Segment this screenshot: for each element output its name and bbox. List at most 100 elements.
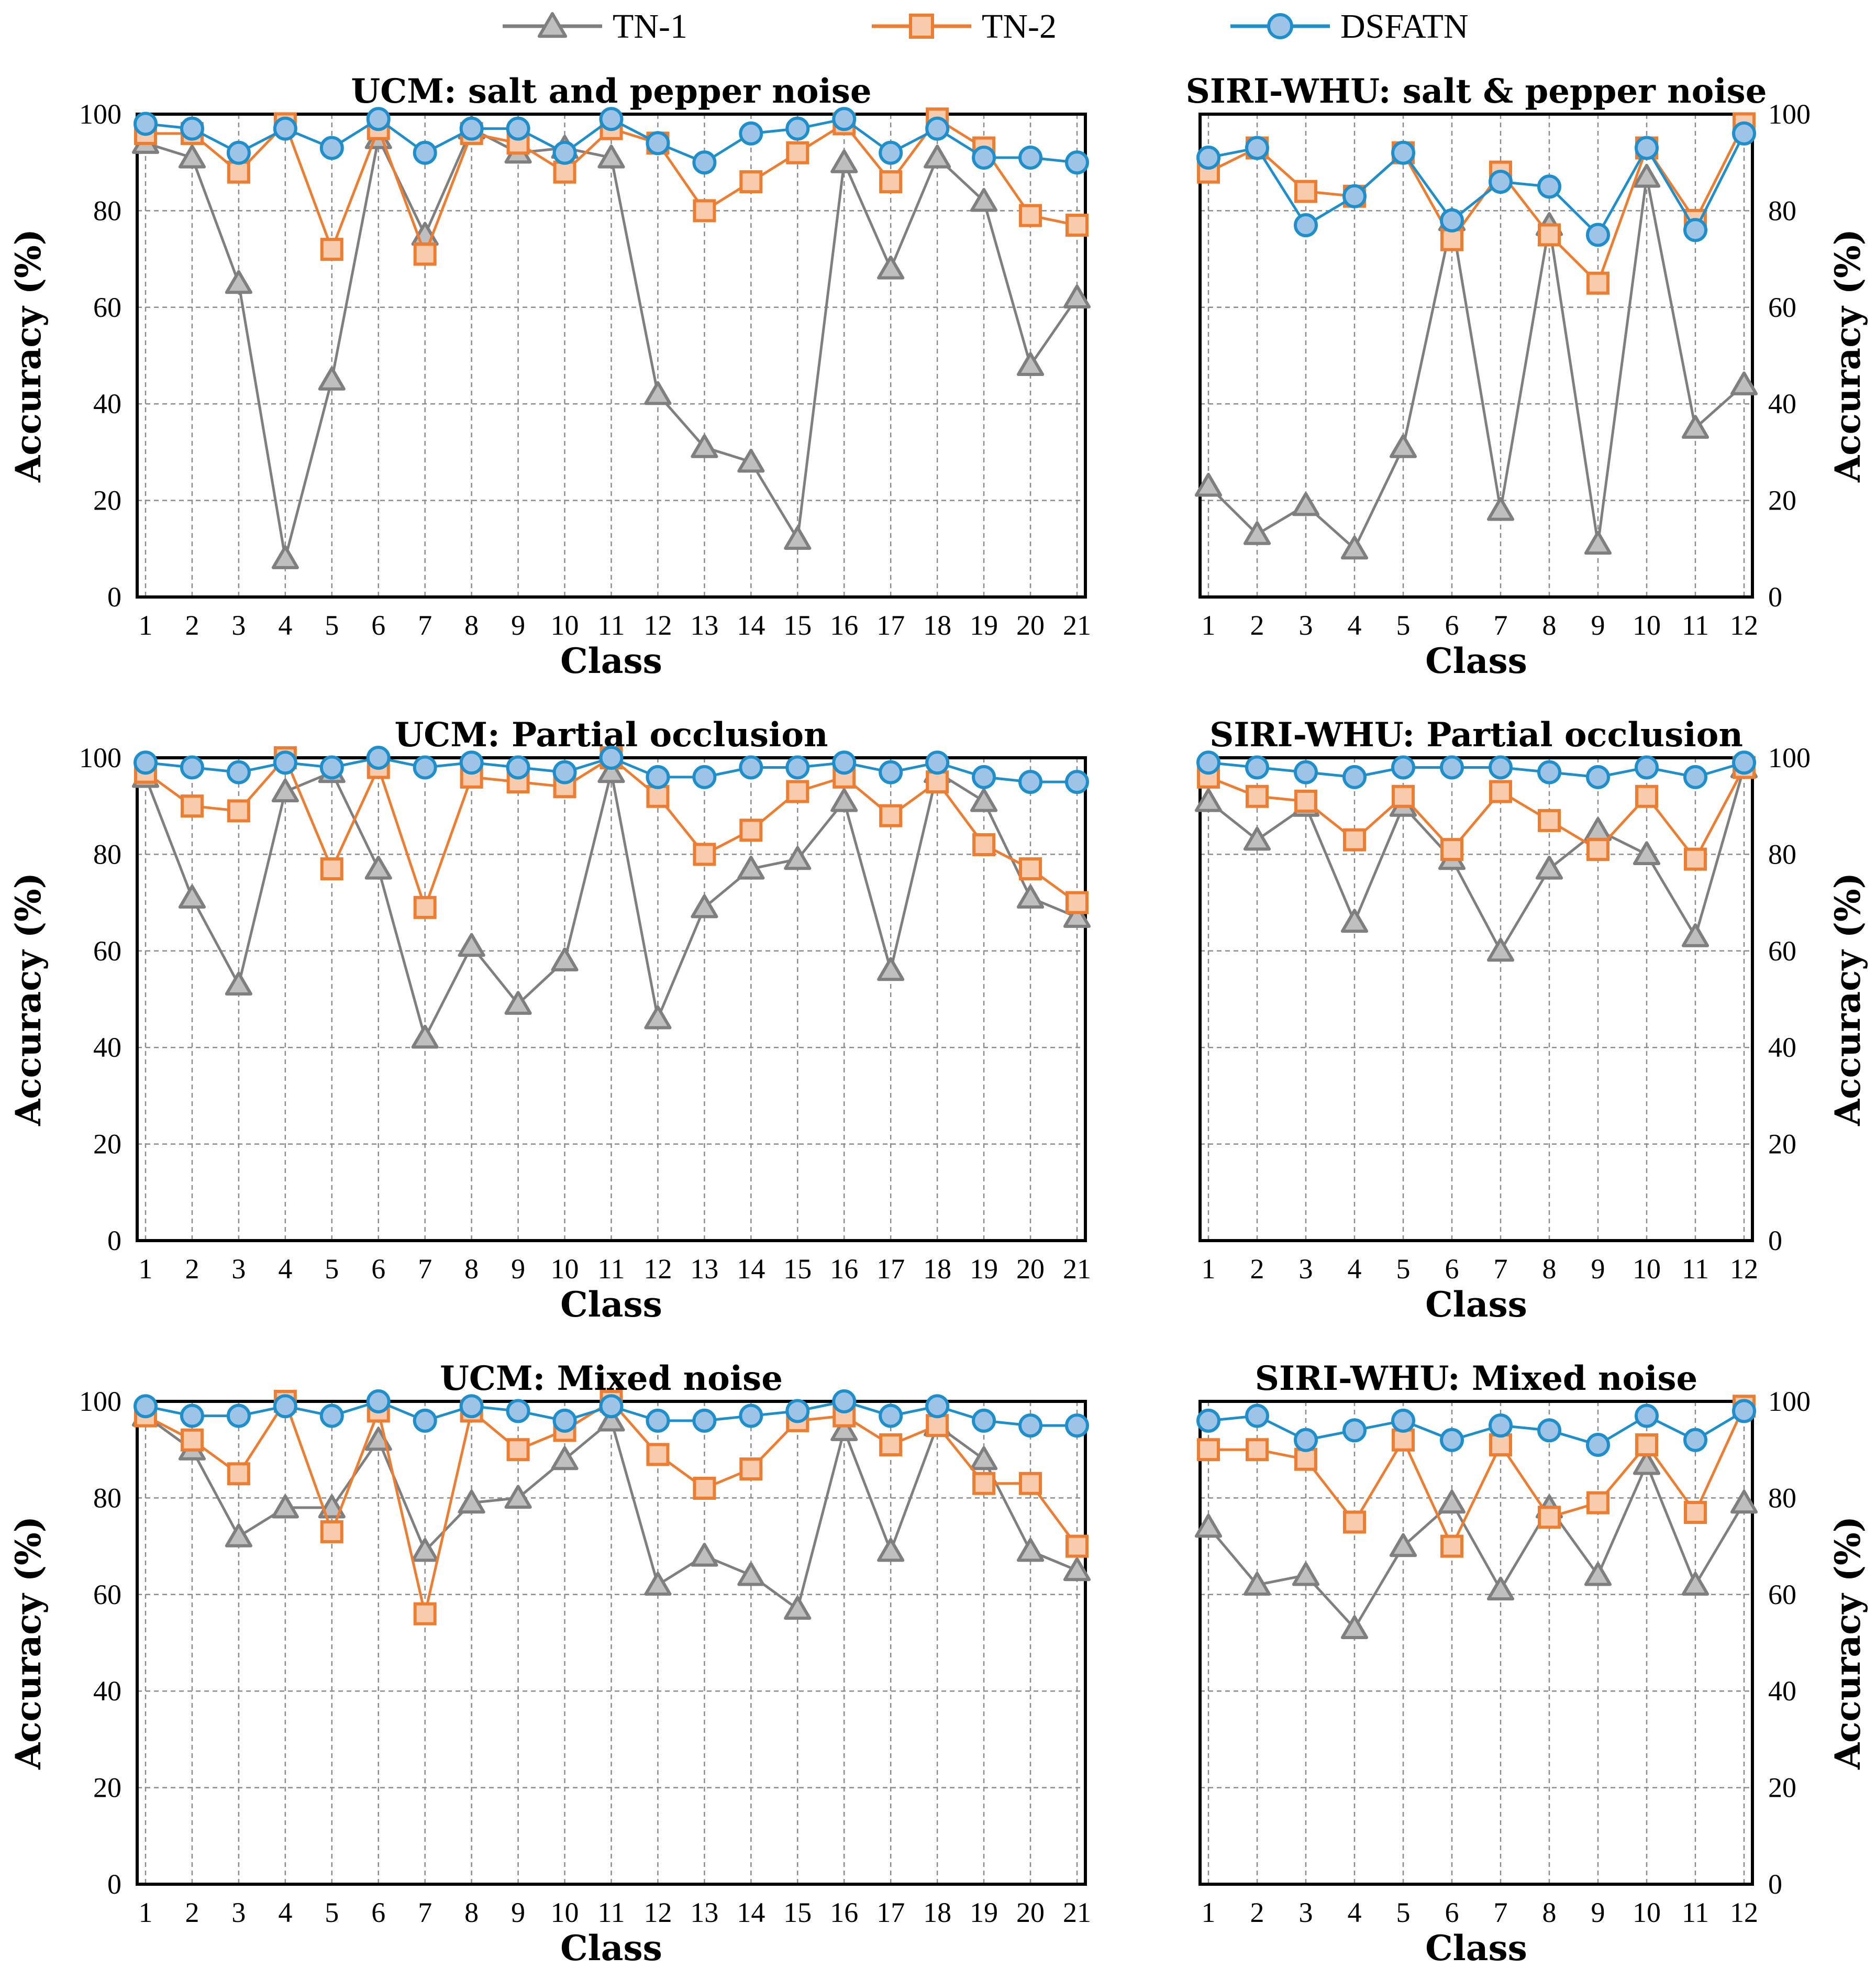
data-point-dsfatn	[1732, 750, 1756, 775]
y-axis-label: Accuracy (%)	[8, 229, 49, 483]
y-tick-label: 40	[1768, 1675, 1796, 1707]
data-point-dsfatn	[319, 136, 344, 160]
x-tick-label: 4	[1348, 1897, 1362, 1928]
data-point-dsfatn	[1018, 145, 1043, 170]
y-axis-label: Accuracy (%)	[1827, 872, 1868, 1126]
x-tick-label: 11	[598, 1253, 625, 1285]
data-point-tn-1	[784, 846, 812, 870]
x-tick-label: 8	[1542, 610, 1557, 641]
x-tick-labels: 1 2 3 4 5 6 7 8 9 10 11 12 13 14 15 16 17 18 19 20 21	[139, 1897, 1092, 1928]
chart-title: SIRI-WHU: Partial occlusion	[1209, 715, 1743, 755]
data-point-tn-1	[1681, 923, 1710, 947]
v-gridlines	[1207, 114, 1745, 597]
data-point-tn-1	[830, 788, 858, 812]
data-point-tn-1	[1681, 1572, 1710, 1596]
data-point-dsfatn	[1342, 184, 1367, 208]
y-tick-label: 60	[1768, 1579, 1796, 1610]
data-point-dsfatn	[1065, 770, 1089, 794]
x-tick-label: 21	[1063, 610, 1091, 641]
x-tick-label: 12	[643, 1253, 672, 1285]
legend-marker-tn-2	[909, 14, 934, 39]
data-point-tn-1	[1063, 1557, 1091, 1582]
data-point-dsfatn	[1489, 755, 1513, 780]
data-point-tn-2	[506, 1438, 530, 1462]
data-point-tn-1	[551, 1446, 579, 1471]
data-point-dsfatn	[319, 755, 344, 780]
series-dsfatn	[134, 107, 1089, 175]
x-tick-label: 8	[464, 610, 479, 641]
data-point-dsfatn	[180, 116, 204, 141]
series-tn-2	[1197, 756, 1756, 871]
data-point-dsfatn	[1586, 223, 1610, 247]
y-tick-label: 60	[93, 1579, 121, 1610]
series-tn-1	[1194, 754, 1758, 962]
y-tick-labels: 0 20 40 60 80 100	[79, 1386, 121, 1900]
x-tick-label: 4	[1348, 610, 1362, 641]
x-tick-label: 8	[1542, 1897, 1557, 1928]
y-tick-label: 80	[93, 195, 121, 226]
data-point-tn-2	[1440, 228, 1463, 251]
data-point-dsfatn	[1683, 1428, 1707, 1452]
data-point-tn-2	[739, 170, 763, 194]
data-point-dsfatn	[1294, 1428, 1318, 1452]
x-tick-label: 18	[923, 1253, 951, 1285]
data-point-tn-1	[1633, 163, 1661, 188]
x-tick-label: 17	[876, 1253, 905, 1285]
series-line-tn-2	[1208, 1406, 1746, 1548]
data-point-dsfatn	[366, 746, 391, 770]
data-point-tn-1	[1063, 904, 1091, 928]
data-point-tn-2	[1294, 789, 1317, 813]
y-axis-label: Accuracy (%)	[8, 872, 49, 1126]
x-tick-label: 7	[1494, 610, 1508, 641]
series-line-dsfatn	[1208, 1410, 1745, 1446]
x-tick-label: 9	[511, 1253, 525, 1285]
series-line-tn-2	[1208, 767, 1746, 861]
x-tick-labels: 1 2 3 4 5 6 7 8 9 10 11 12	[1202, 1253, 1759, 1285]
x-tick-label: 3	[1299, 1897, 1313, 1928]
x-tick-label: 10	[1633, 1897, 1661, 1928]
data-point-tn-1	[1486, 937, 1515, 962]
x-tick-label: 21	[1063, 1897, 1091, 1928]
h-gridlines	[1200, 210, 1752, 501]
data-point-tn-2	[786, 780, 809, 803]
x-tick-label: 3	[231, 610, 246, 641]
data-point-dsfatn	[1440, 208, 1464, 233]
data-point-tn-2	[786, 141, 809, 164]
plot-area-frame	[136, 756, 1087, 1242]
data-point-tn-1	[1016, 1538, 1045, 1562]
data-point-dsfatn	[1196, 750, 1220, 775]
data-point-dsfatn	[1586, 1432, 1610, 1457]
data-point-tn-2	[1489, 780, 1512, 803]
data-point-dsfatn	[1440, 1428, 1464, 1452]
data-point-dsfatn	[1342, 1418, 1367, 1443]
data-point-dsfatn	[646, 131, 670, 156]
x-tick-label: 6	[1445, 1253, 1459, 1285]
y-axis-label: Accuracy (%)	[1827, 1516, 1868, 1770]
x-tick-label: 1	[139, 610, 153, 641]
data-point-tn-1	[1486, 1576, 1515, 1601]
data-point-tn-2	[739, 1457, 763, 1481]
x-tick-label: 11	[1682, 1897, 1709, 1928]
data-point-tn-2	[1019, 857, 1042, 881]
data-point-tn-1	[1292, 1562, 1320, 1586]
data-point-tn-2	[693, 199, 716, 223]
data-point-dsfatn	[1065, 1413, 1089, 1438]
data-point-tn-1	[877, 957, 905, 981]
x-tick-label: 5	[1396, 1897, 1411, 1928]
chart-title: UCM: salt and pepper noise	[351, 72, 871, 111]
y-tick-label: 100	[79, 98, 121, 130]
x-tick-label: 13	[690, 1253, 718, 1285]
data-point-dsfatn	[552, 1408, 577, 1433]
data-point-tn-1	[1194, 788, 1223, 812]
data-point-dsfatn	[1732, 121, 1756, 146]
data-point-tn-1	[830, 149, 858, 173]
data-point-tn-2	[1538, 809, 1561, 832]
data-point-dsfatn	[1732, 1399, 1756, 1423]
data-point-dsfatn	[879, 760, 903, 784]
y-tick-label: 0	[107, 581, 121, 613]
x-tick-label: 13	[690, 1897, 718, 1928]
y-tick-label: 60	[1768, 292, 1796, 323]
data-point-dsfatn	[785, 116, 810, 141]
data-point-tn-1	[737, 1562, 765, 1586]
x-tick-label: 4	[278, 610, 292, 641]
